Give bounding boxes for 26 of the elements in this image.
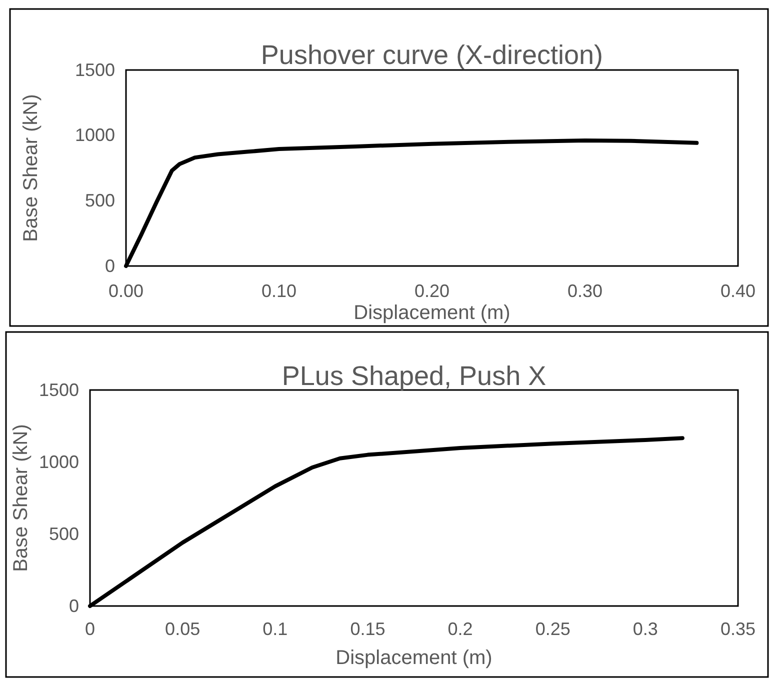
- y-axis-title: Base Shear (kN): [10, 424, 32, 572]
- x-axis-title: Displacement (m): [354, 302, 510, 324]
- x-tick-label: 0.35: [720, 619, 756, 639]
- y-tick-label: 1500: [74, 60, 115, 80]
- x-tick-label: 0.05: [165, 619, 200, 639]
- x-tick-label: 0.10: [261, 281, 297, 301]
- chart-title: Pushover curve (X-direction): [260, 40, 604, 70]
- chart-title: PLus Shaped, Push X: [282, 361, 546, 391]
- y-tick-label: 1000: [74, 125, 115, 146]
- y-axis-title: Base Shear (kN): [20, 94, 42, 242]
- x-tick-label: 0.40: [720, 281, 756, 301]
- x-tick-label: 0.25: [535, 619, 570, 639]
- x-tick-label: 0.3: [632, 619, 658, 639]
- y-tick-label: 500: [48, 524, 79, 544]
- x-tick-label: 0.20: [414, 281, 450, 301]
- x-tick-label: 0.15: [350, 619, 386, 639]
- y-tick-label: 1000: [38, 452, 79, 472]
- y-tick-label: 0: [68, 596, 79, 616]
- x-tick-label: 0.1: [262, 619, 288, 639]
- x-tick-label: 0.00: [108, 281, 144, 301]
- y-tick-label: 500: [84, 190, 115, 210]
- y-tick-label: 0: [104, 256, 115, 276]
- x-tick-label: 0.2: [448, 619, 473, 639]
- x-axis-title: Displacement (m): [336, 647, 492, 669]
- x-tick-label: 0.30: [567, 281, 603, 301]
- y-tick-label: 1500: [38, 380, 79, 400]
